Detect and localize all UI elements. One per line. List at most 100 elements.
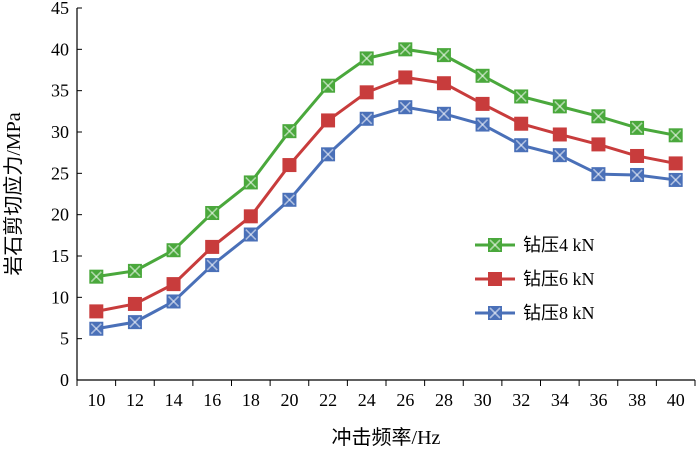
data-point (89, 304, 104, 319)
data-point (321, 147, 336, 162)
data-point (205, 239, 220, 254)
data-point (166, 277, 181, 292)
marker-square (630, 148, 645, 163)
legend-item: 钻压8 kN (475, 303, 595, 323)
y-tick-label: 40 (51, 39, 69, 59)
data-point (359, 51, 374, 66)
series-line (96, 105, 676, 331)
marker-cross (206, 207, 218, 219)
data-point (436, 106, 451, 121)
data-point (359, 111, 374, 126)
marker-square (89, 304, 104, 319)
x-tick-label: 12 (126, 390, 144, 410)
marker-cross (554, 100, 566, 112)
data-point (166, 294, 181, 309)
marker-cross (283, 125, 296, 137)
marker-cross (592, 168, 605, 180)
y-tick-label: 20 (51, 205, 69, 225)
marker-cross (554, 149, 566, 161)
data-point (127, 263, 142, 278)
series-3 (89, 100, 683, 336)
marker-cross (361, 52, 373, 64)
marker-cross (489, 307, 501, 319)
y-axis-title: 岩石剪切应力/MPa (2, 112, 25, 275)
marker-cross (476, 70, 489, 82)
marker-cross (438, 49, 450, 61)
marker-square (436, 76, 451, 91)
x-tick-label: 30 (474, 390, 492, 410)
x-tick-label: 38 (628, 390, 646, 410)
data-point (668, 172, 683, 187)
data-point (436, 76, 451, 91)
data-point (89, 269, 104, 284)
data-point (668, 156, 683, 171)
legend-label: 钻压6 kN (523, 269, 595, 289)
marker-cross (515, 139, 527, 151)
data-point (243, 209, 258, 224)
marker-cross (90, 271, 102, 283)
marker-square (668, 156, 683, 171)
marker-cross (206, 259, 218, 271)
axes (76, 8, 695, 381)
data-point (475, 68, 490, 83)
marker-cross (167, 295, 180, 308)
marker-cross (631, 122, 643, 134)
marker-cross (399, 101, 411, 113)
marker-cross (631, 169, 643, 181)
marker-cross (670, 129, 682, 141)
x-tick-label: 28 (435, 390, 453, 410)
data-point (398, 42, 413, 57)
marker-cross (283, 194, 296, 206)
marker-cross (476, 118, 489, 131)
x-tick-label: 10 (87, 390, 105, 410)
legend: 钻压4 kN 钻压6 kN 钻压8 kN (475, 235, 595, 323)
legend-marker (488, 272, 502, 286)
marker-square (591, 137, 606, 152)
y-axis-ticks: 0 5 10 15 20 25 30 35 40 45 (51, 0, 82, 390)
marker-square (127, 296, 142, 311)
data-point (552, 99, 567, 114)
data-point (668, 128, 683, 143)
data-point (436, 48, 451, 63)
marker-cross (322, 80, 334, 92)
legend-item: 钻压6 kN (475, 269, 595, 289)
marker-cross (670, 174, 682, 186)
data-point (475, 117, 490, 132)
data-point (282, 192, 297, 207)
data-point (630, 148, 645, 163)
series-layer (89, 42, 683, 336)
data-point (321, 113, 336, 128)
data-point (205, 206, 220, 221)
data-point (591, 109, 606, 124)
data-point (359, 85, 374, 100)
data-point (398, 70, 413, 85)
x-axis-title: 冲击频率/Hz (332, 426, 441, 449)
y-tick-label: 25 (51, 163, 69, 183)
marker-square (166, 277, 181, 292)
y-tick-label: 10 (51, 287, 69, 307)
x-tick-label: 32 (512, 390, 530, 410)
data-point (243, 227, 258, 242)
data-point (321, 78, 336, 93)
marker-cross (515, 90, 527, 103)
marker-cross (438, 108, 450, 120)
x-tick-label: 34 (551, 390, 569, 410)
y-tick-label: 15 (51, 246, 69, 266)
marker-cross (489, 239, 501, 251)
marker-cross (245, 228, 257, 241)
marker-cross (245, 176, 257, 188)
y-tick-label: 5 (60, 329, 69, 349)
marker-square (552, 127, 567, 142)
x-tick-label: 14 (165, 390, 183, 410)
data-point (282, 124, 297, 139)
marker-cross (167, 244, 180, 256)
data-point (205, 258, 220, 273)
data-point (514, 89, 529, 104)
x-tick-label: 24 (358, 390, 376, 410)
y-tick-label: 30 (51, 122, 69, 142)
data-point (89, 321, 104, 336)
marker-cross (129, 316, 141, 328)
marker-square (321, 113, 336, 128)
y-tick-label: 45 (51, 0, 69, 18)
